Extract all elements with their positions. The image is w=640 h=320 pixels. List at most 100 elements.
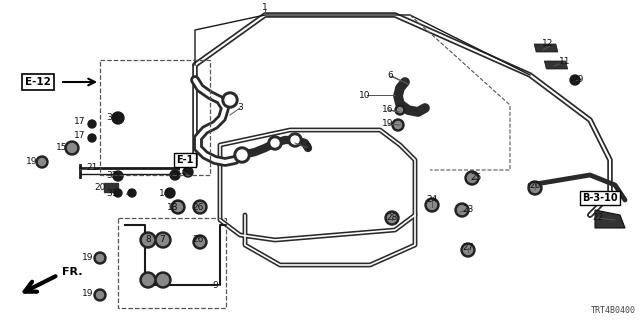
Circle shape (170, 170, 180, 180)
Text: 12: 12 (542, 39, 554, 49)
Text: 18: 18 (167, 203, 179, 212)
Circle shape (394, 122, 401, 129)
Bar (104, 183, 118, 192)
Circle shape (385, 211, 399, 225)
Text: 19: 19 (83, 290, 93, 299)
Circle shape (195, 203, 205, 212)
Text: 13: 13 (176, 167, 188, 177)
Circle shape (97, 292, 104, 299)
Circle shape (38, 158, 45, 165)
Text: 3: 3 (237, 103, 243, 113)
Text: 16: 16 (382, 106, 394, 115)
Circle shape (395, 105, 405, 115)
Polygon shape (595, 210, 625, 228)
Circle shape (428, 201, 436, 210)
Text: 19: 19 (83, 253, 93, 262)
Text: 27: 27 (462, 244, 474, 252)
Text: 30: 30 (106, 114, 118, 123)
Text: 2: 2 (305, 143, 311, 153)
Circle shape (88, 120, 96, 128)
Circle shape (461, 243, 475, 257)
Text: 21: 21 (86, 164, 98, 172)
Text: 26: 26 (529, 180, 541, 189)
Text: 14: 14 (159, 188, 171, 197)
Circle shape (65, 141, 79, 155)
Text: E-1: E-1 (176, 155, 194, 165)
Circle shape (225, 95, 235, 105)
Circle shape (425, 198, 439, 212)
Text: 4: 4 (125, 188, 131, 197)
Text: 22: 22 (593, 213, 604, 222)
Circle shape (288, 133, 302, 147)
Circle shape (112, 112, 124, 124)
Circle shape (143, 275, 154, 285)
Circle shape (531, 183, 540, 193)
Circle shape (455, 203, 469, 217)
Circle shape (113, 171, 123, 181)
Circle shape (268, 136, 282, 150)
Circle shape (392, 119, 404, 131)
Text: 17: 17 (74, 132, 86, 140)
Bar (118, 218, 226, 308)
Circle shape (157, 235, 168, 245)
Circle shape (157, 275, 168, 285)
Text: 31: 31 (106, 188, 118, 197)
Text: 10: 10 (359, 91, 371, 100)
Circle shape (291, 136, 299, 144)
Text: 8: 8 (145, 236, 151, 244)
Text: B-3-10: B-3-10 (582, 193, 618, 203)
Text: 26: 26 (192, 203, 204, 212)
Circle shape (397, 108, 403, 113)
Text: 29: 29 (572, 76, 584, 84)
Circle shape (97, 254, 104, 261)
Text: 7: 7 (159, 236, 165, 244)
Circle shape (36, 156, 48, 168)
Circle shape (94, 252, 106, 264)
Circle shape (271, 139, 279, 147)
Circle shape (143, 235, 154, 245)
Circle shape (128, 189, 136, 197)
Circle shape (94, 289, 106, 301)
Polygon shape (534, 44, 558, 52)
Circle shape (195, 237, 205, 246)
Text: 6: 6 (387, 71, 393, 81)
Circle shape (570, 75, 580, 85)
Circle shape (467, 173, 477, 182)
Text: 24: 24 (426, 196, 438, 204)
Circle shape (88, 134, 96, 142)
Text: 25: 25 (470, 173, 482, 182)
Text: 26: 26 (192, 236, 204, 244)
Circle shape (183, 167, 193, 177)
Circle shape (140, 272, 156, 288)
Text: 20: 20 (94, 183, 106, 193)
Circle shape (171, 200, 185, 214)
Circle shape (172, 201, 184, 213)
Circle shape (193, 235, 207, 249)
Circle shape (465, 171, 479, 185)
Text: 15: 15 (56, 143, 68, 153)
Circle shape (155, 272, 171, 288)
Text: 28: 28 (387, 213, 397, 222)
Circle shape (67, 143, 77, 153)
Text: 9: 9 (212, 281, 218, 290)
Text: 23: 23 (462, 205, 474, 214)
Circle shape (387, 213, 397, 222)
Text: TRT4B0400: TRT4B0400 (591, 306, 636, 315)
Text: E-12: E-12 (25, 77, 51, 87)
Circle shape (528, 181, 542, 195)
Circle shape (165, 188, 175, 198)
Polygon shape (545, 61, 568, 69)
Text: 19: 19 (382, 119, 394, 129)
Text: 19: 19 (26, 157, 38, 166)
Circle shape (463, 245, 472, 254)
Text: FR.: FR. (62, 267, 83, 277)
Text: 17: 17 (74, 117, 86, 126)
Circle shape (222, 92, 238, 108)
Bar (100, 60, 210, 175)
Circle shape (114, 189, 122, 197)
Circle shape (237, 150, 247, 160)
Circle shape (155, 232, 171, 248)
Text: 32: 32 (106, 172, 118, 180)
Circle shape (234, 147, 250, 163)
Circle shape (173, 203, 182, 212)
